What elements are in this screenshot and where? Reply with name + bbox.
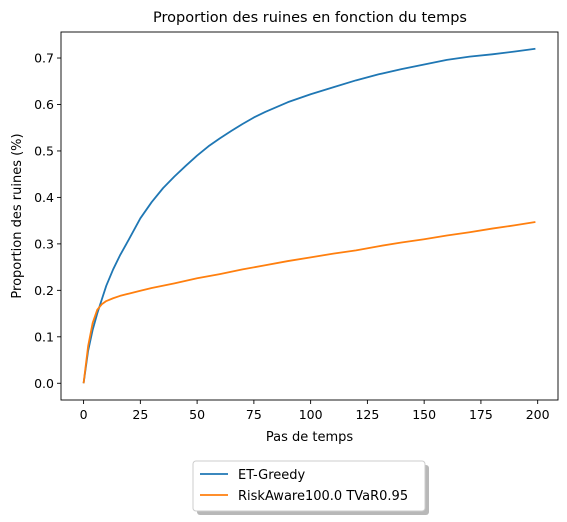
y-axis-ticks: 0.0 0.1 0.2 0.3 0.4 0.5 0.6 0.7 [34, 51, 61, 391]
y-tick-label: 0.5 [34, 143, 54, 158]
y-tick-label: 0.6 [34, 97, 54, 112]
x-tick-label: 50 [189, 407, 205, 422]
legend: ET-Greedy RiskAware100.0 TVaR0.95 [192, 460, 429, 515]
x-tick-label: 25 [132, 407, 148, 422]
y-tick-label: 0.3 [34, 236, 54, 251]
y-tick-label: 0.2 [34, 283, 54, 298]
legend-label-et-greedy: ET-Greedy [238, 468, 306, 483]
chart-title: Proportion des ruines en fonction du tem… [153, 10, 467, 26]
y-tick-label: 0.7 [34, 51, 54, 66]
plot-lines [82, 47, 536, 384]
y-tick-label: 0.0 [34, 376, 54, 391]
x-tick-label: 125 [355, 407, 379, 422]
y-tick-label: 0.1 [34, 329, 54, 344]
series-line-riskaware100-0-tvar0-95 [82, 221, 536, 384]
x-tick-label: 175 [469, 407, 493, 422]
x-tick-label: 150 [412, 407, 436, 422]
y-tick-label: 0.4 [34, 190, 54, 205]
x-tick-label: 0 [80, 407, 88, 422]
x-axis-ticks: 0 25 50 75 100 125 150 175 200 [80, 400, 550, 422]
legend-box [192, 460, 426, 512]
plot-frame [60, 31, 559, 401]
x-tick-label: 75 [246, 407, 262, 422]
legend-label-riskaware: RiskAware100.0 TVaR0.95 [238, 489, 408, 504]
x-tick-label: 100 [299, 407, 323, 422]
x-tick-label: 200 [526, 407, 550, 422]
y-axis-label: Proportion des ruines (%) [10, 133, 25, 298]
series-line-et-greedy [82, 47, 536, 384]
x-axis-label: Pas de temps [266, 430, 354, 445]
